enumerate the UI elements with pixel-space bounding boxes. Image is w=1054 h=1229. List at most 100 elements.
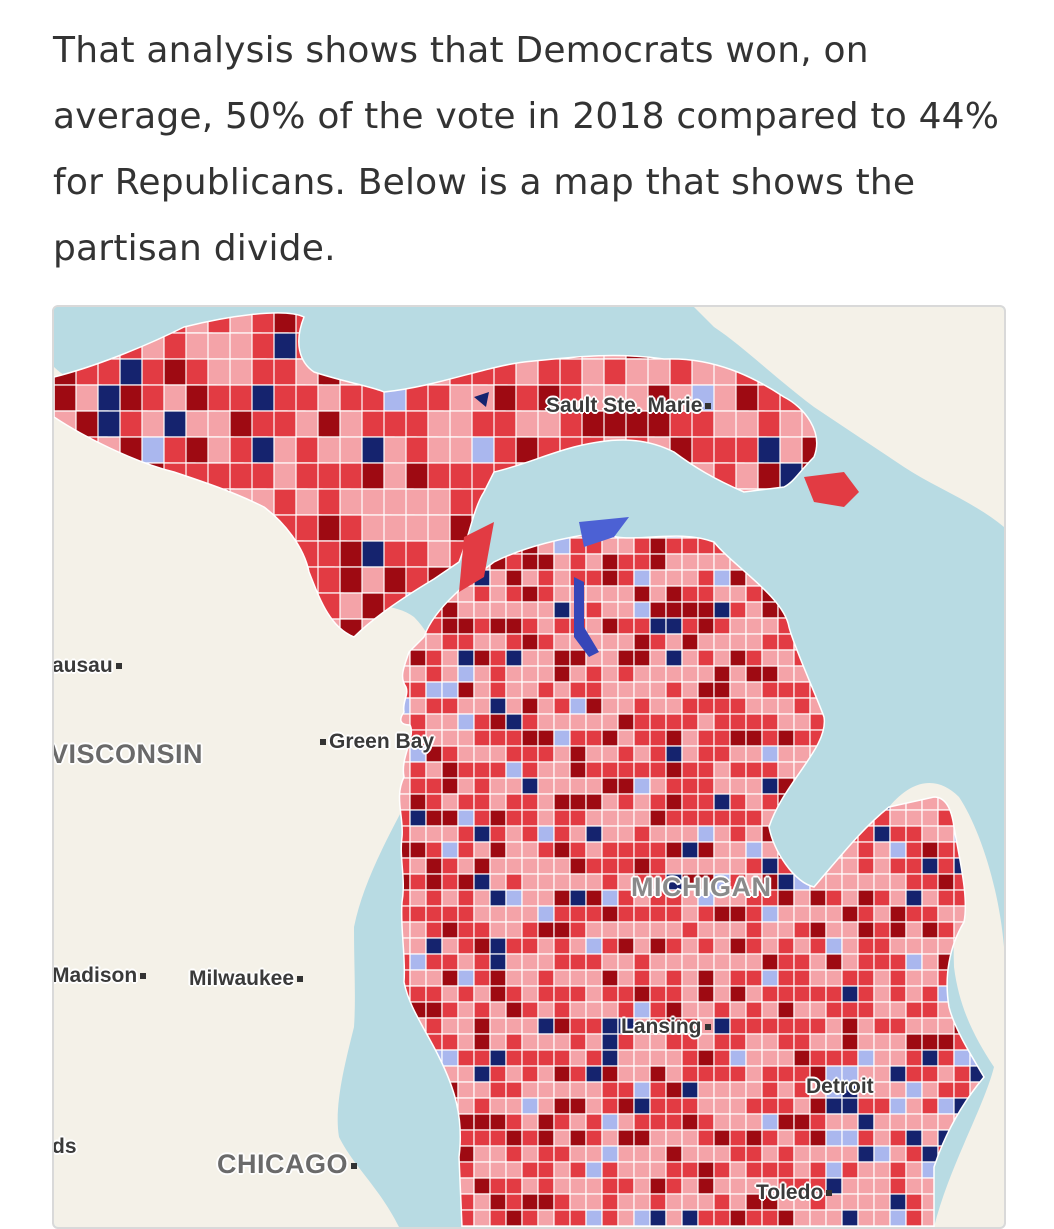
township-cell[interactable] (473, 1033, 491, 1051)
township-cell[interactable] (457, 873, 475, 891)
township-cell[interactable] (617, 537, 635, 555)
township-cell[interactable] (633, 825, 651, 843)
township-cell[interactable] (585, 857, 603, 875)
township-cell[interactable] (553, 729, 571, 747)
township-cell[interactable] (97, 384, 122, 412)
township-cell[interactable] (441, 1049, 459, 1067)
township-cell[interactable] (617, 1081, 635, 1099)
township-cell[interactable] (713, 921, 731, 939)
township-cell[interactable] (697, 569, 715, 587)
township-cell[interactable] (921, 1145, 939, 1163)
township-cell[interactable] (729, 713, 747, 731)
township-cell[interactable] (537, 1129, 555, 1147)
township-cell[interactable] (457, 985, 475, 1003)
township-cell[interactable] (729, 761, 747, 779)
township-cell[interactable] (729, 921, 747, 939)
township-cell[interactable] (537, 793, 555, 811)
township-cell[interactable] (681, 537, 699, 555)
township-cell[interactable] (537, 761, 555, 779)
township-cell[interactable] (585, 937, 603, 955)
township-cell[interactable] (873, 969, 891, 987)
township-cell[interactable] (473, 633, 491, 651)
township-cell[interactable] (937, 857, 955, 875)
township-cell[interactable] (809, 1097, 827, 1115)
township-cell[interactable] (905, 857, 923, 875)
township-cell[interactable] (585, 1209, 603, 1227)
township-cell[interactable] (713, 1113, 731, 1131)
township-cell[interactable] (905, 889, 923, 907)
township-cell[interactable] (537, 729, 555, 747)
township-cell[interactable] (841, 889, 859, 907)
township-cell[interactable] (569, 1097, 587, 1115)
township-cell[interactable] (665, 985, 683, 1003)
township-cell[interactable] (473, 905, 491, 923)
township-cell[interactable] (521, 745, 539, 763)
township-cell[interactable] (921, 841, 939, 859)
township-cell[interactable] (537, 953, 555, 971)
township-cell[interactable] (809, 1033, 827, 1051)
township-cell[interactable] (713, 633, 731, 651)
township-cell[interactable] (473, 1081, 491, 1099)
township-cell[interactable] (521, 585, 539, 603)
township-cell[interactable] (649, 537, 667, 555)
township-cell[interactable] (553, 1065, 571, 1083)
township-cell[interactable] (537, 633, 555, 651)
township-cell[interactable] (553, 793, 571, 811)
township-cell[interactable] (793, 1145, 811, 1163)
township-cell[interactable] (873, 937, 891, 955)
township-cell[interactable] (713, 777, 731, 795)
township-cell[interactable] (681, 1097, 699, 1115)
township-cell[interactable] (553, 1161, 571, 1179)
township-cell[interactable] (505, 697, 523, 715)
township-cell[interactable] (54, 384, 79, 412)
township-cell[interactable] (505, 1113, 523, 1131)
township-cell[interactable] (793, 1097, 811, 1115)
township-cell[interactable] (457, 633, 475, 651)
township-cell[interactable] (425, 777, 443, 795)
township-cell[interactable] (777, 1129, 795, 1147)
township-cell[interactable] (697, 1193, 715, 1211)
township-cell[interactable] (873, 1049, 891, 1067)
township-cell[interactable] (905, 1017, 923, 1035)
township-cell[interactable] (585, 1129, 603, 1147)
township-cell[interactable] (873, 953, 891, 971)
township-cell[interactable] (585, 1161, 603, 1179)
township-cell[interactable] (841, 1001, 859, 1019)
township-cell[interactable] (825, 1161, 843, 1179)
township-cell[interactable] (425, 969, 443, 987)
township-cell[interactable] (761, 921, 779, 939)
township-cell[interactable] (745, 1049, 763, 1067)
township-cell[interactable] (537, 1049, 555, 1067)
township-cell[interactable] (713, 1193, 731, 1211)
township-cell[interactable] (825, 1033, 843, 1051)
township-cell[interactable] (489, 985, 507, 1003)
township-cell[interactable] (825, 921, 843, 939)
township-cell[interactable] (697, 809, 715, 827)
township-cell[interactable] (681, 793, 699, 811)
township-cell[interactable] (425, 921, 443, 939)
township-cell[interactable] (921, 1113, 939, 1131)
township-cell[interactable] (665, 1081, 683, 1099)
township-cell[interactable] (425, 793, 443, 811)
township-cell[interactable] (745, 617, 763, 635)
township-cell[interactable] (649, 809, 667, 827)
township-cell[interactable] (521, 697, 539, 715)
township-cell[interactable] (553, 1081, 571, 1099)
township-cell[interactable] (905, 905, 923, 923)
township-cell[interactable] (505, 649, 523, 667)
township-cell[interactable] (441, 889, 459, 907)
township-cell[interactable] (889, 873, 907, 891)
township-cell[interactable] (425, 1017, 443, 1035)
township-cell[interactable] (569, 953, 587, 971)
township-cell[interactable] (809, 1161, 827, 1179)
township-cell[interactable] (745, 697, 763, 715)
township-cell[interactable] (665, 1193, 683, 1211)
township-cell[interactable] (937, 1065, 955, 1083)
township-cell[interactable] (793, 745, 811, 763)
township-cell[interactable] (339, 436, 365, 464)
township-cell[interactable] (745, 633, 763, 651)
township-cell[interactable] (537, 889, 555, 907)
beaver-island[interactable] (579, 517, 629, 547)
township-cell[interactable] (489, 1145, 507, 1163)
township-cell[interactable] (553, 953, 571, 971)
